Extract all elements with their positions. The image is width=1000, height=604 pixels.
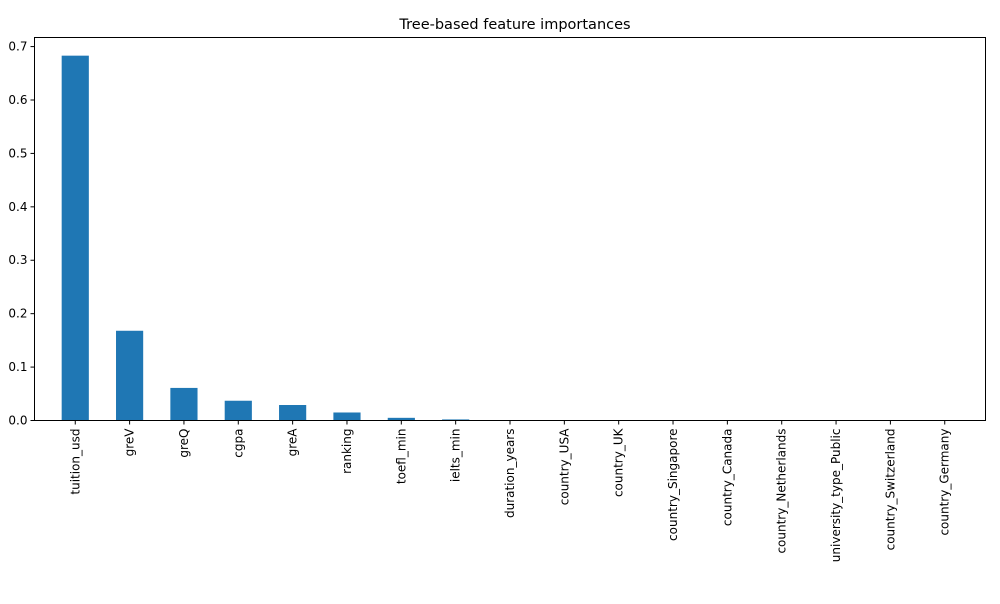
x-tick-label-toefl_min: toefl_min	[394, 429, 408, 485]
bar-greV	[116, 330, 144, 421]
bar-cgpa	[224, 400, 252, 421]
y-tick-label: 0.3	[8, 253, 27, 267]
bar-tuition_usd	[61, 55, 89, 421]
y-tick-label: 0.1	[8, 360, 27, 374]
bar-greQ	[170, 387, 198, 421]
bar-ielts_min	[442, 419, 470, 421]
x-axis: tuition_usd greV greQ cgpa greA ranking toefl_…	[68, 420, 952, 563]
bars-group	[61, 55, 470, 421]
x-tick-label-ranking: ranking	[340, 429, 354, 474]
x-tick-label-university_type_Public: university_type_Public	[829, 429, 843, 563]
y-tick-label: 0.6	[8, 93, 27, 107]
x-tick-label-country_Switzerland: country_Switzerland	[883, 429, 897, 551]
x-tick-label-ielts_min: ielts_min	[449, 429, 463, 483]
y-tick-label: 0.4	[8, 200, 27, 214]
x-tick-label-country_USA: country_USA	[557, 428, 571, 506]
x-tick-label-country_Singapore: country_Singapore	[666, 429, 680, 541]
y-tick-label: 0.2	[8, 307, 27, 321]
x-tick-label-country_UK: country_UK	[612, 427, 626, 497]
x-tick-label-greQ: greQ	[177, 429, 191, 458]
bar-toefl_min	[387, 417, 415, 421]
chart-title: Tree-based feature importances	[398, 17, 630, 33]
y-tick-label: 0.7	[8, 40, 27, 54]
y-tick-label: 0.0	[8, 414, 27, 428]
x-tick-label-duration_years: duration_years	[503, 429, 517, 519]
bar-ranking	[333, 412, 361, 421]
y-axis: 0.0 0.1 0.2 0.3 0.4 0.5 0.6 0.7	[8, 40, 35, 428]
x-tick-label-country_Germany: country_Germany	[938, 429, 952, 536]
plot-frame	[34, 37, 986, 421]
x-tick-label-country_Canada: country_Canada	[720, 429, 734, 527]
y-tick-label: 0.5	[8, 146, 27, 160]
x-tick-label-country_Netherlands: country_Netherlands	[775, 429, 789, 554]
bar-greA	[279, 405, 307, 421]
x-tick-label-cgpa: cgpa	[231, 429, 245, 458]
x-tick-label-greV: greV	[123, 428, 137, 457]
x-tick-label-tuition_usd: tuition_usd	[68, 429, 82, 495]
x-tick-label-greA: greA	[286, 428, 300, 457]
